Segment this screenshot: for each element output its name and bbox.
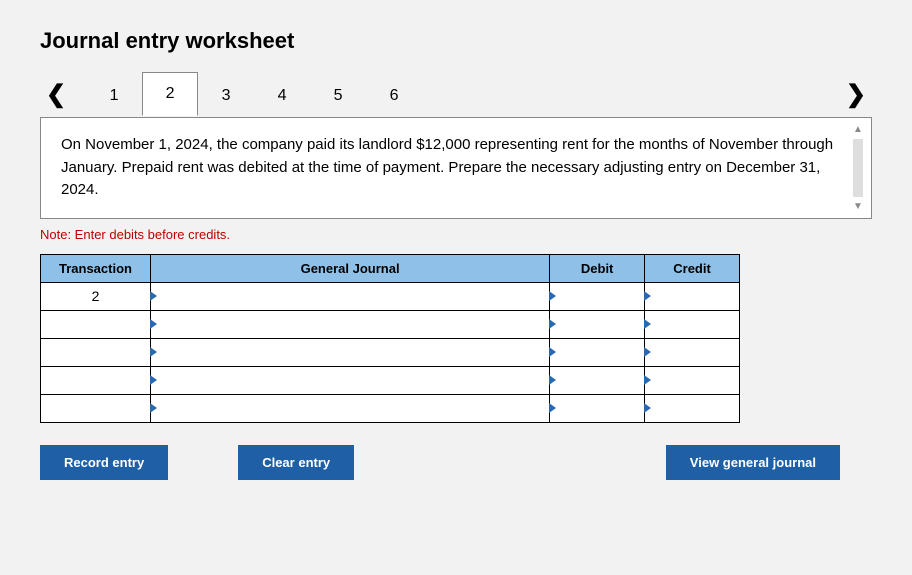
cell-debit[interactable] — [550, 282, 645, 310]
tab-3[interactable]: 3 — [198, 76, 254, 116]
view-general-journal-button[interactable]: View general journal — [666, 445, 840, 480]
table-row — [41, 394, 740, 422]
table-row — [41, 310, 740, 338]
cell-debit[interactable] — [550, 394, 645, 422]
tabs-holder: 123456 — [86, 72, 422, 116]
scroll-indicator: ▲ ▼ — [851, 122, 865, 214]
table-row — [41, 366, 740, 394]
cell-general-journal[interactable] — [150, 366, 549, 394]
prompt-text: On November 1, 2024, the company paid it… — [61, 136, 833, 198]
table-header-row: Transaction General Journal Debit Credit — [41, 254, 740, 282]
cell-debit[interactable] — [550, 366, 645, 394]
header-general-journal: General Journal — [150, 254, 549, 282]
cell-transaction[interactable]: 2 — [41, 282, 151, 310]
cell-credit[interactable] — [645, 310, 740, 338]
next-icon[interactable]: ❯ — [840, 76, 872, 113]
cell-credit[interactable] — [645, 282, 740, 310]
scroll-up-icon[interactable]: ▲ — [853, 122, 863, 137]
header-debit: Debit — [550, 254, 645, 282]
cell-transaction[interactable] — [41, 366, 151, 394]
tab-6[interactable]: 6 — [366, 76, 422, 116]
tabs-row: ❮ 123456 ❯ — [40, 70, 872, 118]
worksheet-container: Journal entry worksheet ❮ 123456 ❯ On No… — [0, 0, 912, 575]
clear-entry-button[interactable]: Clear entry — [238, 445, 354, 480]
table-row — [41, 338, 740, 366]
cell-transaction[interactable] — [41, 310, 151, 338]
tab-2[interactable]: 2 — [142, 72, 198, 116]
cell-debit[interactable] — [550, 310, 645, 338]
page-title: Journal entry worksheet — [40, 28, 872, 54]
note-text: Note: Enter debits before credits. — [40, 227, 872, 242]
scroll-down-icon[interactable]: ▼ — [853, 199, 863, 214]
prev-icon[interactable]: ❮ — [40, 76, 72, 113]
cell-credit[interactable] — [645, 394, 740, 422]
cell-general-journal[interactable] — [150, 310, 549, 338]
cell-debit[interactable] — [550, 338, 645, 366]
cell-credit[interactable] — [645, 366, 740, 394]
cell-general-journal[interactable] — [150, 338, 549, 366]
cell-transaction[interactable] — [41, 394, 151, 422]
prompt-box: On November 1, 2024, the company paid it… — [40, 117, 872, 219]
buttons-row: Record entry Clear entry View general jo… — [40, 445, 840, 480]
tab-5[interactable]: 5 — [310, 76, 366, 116]
table-row: 2 — [41, 282, 740, 310]
cell-general-journal[interactable] — [150, 282, 549, 310]
cell-credit[interactable] — [645, 338, 740, 366]
cell-transaction[interactable] — [41, 338, 151, 366]
tab-4[interactable]: 4 — [254, 76, 310, 116]
scroll-bar[interactable] — [853, 139, 863, 197]
header-credit: Credit — [645, 254, 740, 282]
journal-table: Transaction General Journal Debit Credit… — [40, 254, 740, 423]
tab-1[interactable]: 1 — [86, 76, 142, 116]
record-entry-button[interactable]: Record entry — [40, 445, 168, 480]
cell-general-journal[interactable] — [150, 394, 549, 422]
header-transaction: Transaction — [41, 254, 151, 282]
